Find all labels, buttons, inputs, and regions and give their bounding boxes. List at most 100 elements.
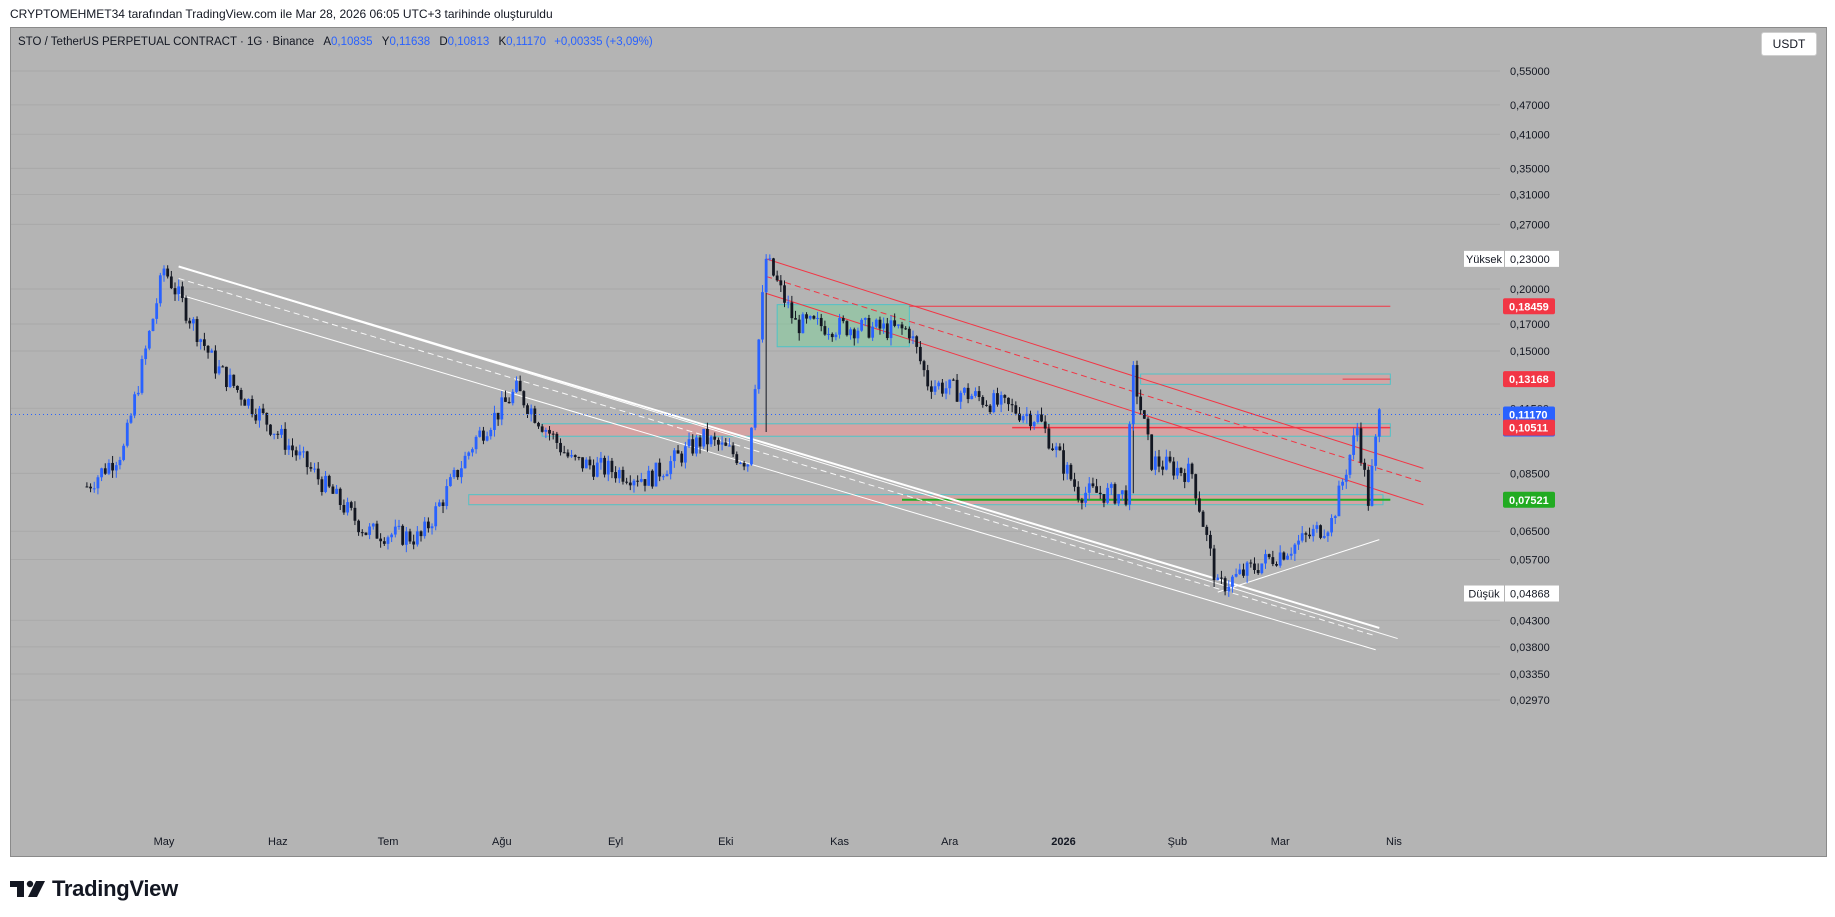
candle (929, 386, 933, 392)
candle (702, 428, 706, 447)
candle (1054, 446, 1058, 451)
candle (1344, 474, 1348, 482)
candle (489, 429, 493, 437)
candle (265, 412, 269, 425)
candle (819, 317, 823, 327)
candle (415, 531, 419, 545)
tradingview-logo[interactable]: TradingView (10, 876, 178, 902)
candle (621, 469, 625, 482)
candle (1366, 469, 1370, 506)
trend-line (178, 266, 1398, 640)
candle (496, 412, 500, 420)
candle (423, 521, 427, 537)
candle (291, 445, 294, 451)
candle (632, 480, 636, 486)
candle (158, 275, 162, 304)
candle (1201, 511, 1205, 527)
candle (970, 395, 974, 400)
candle (522, 391, 526, 406)
candle (180, 286, 184, 298)
resistance-zone (541, 423, 1391, 437)
trend-line (765, 258, 1424, 469)
candle (1058, 446, 1062, 451)
candle (529, 408, 533, 415)
symbol-name[interactable]: STO / TetherUS PERPETUAL CONTRACT · 1G ·… (18, 36, 315, 48)
candle (210, 350, 214, 353)
candle (125, 422, 129, 446)
candle (772, 258, 775, 276)
candle (1146, 418, 1150, 435)
candle (236, 385, 239, 390)
candle (650, 470, 654, 487)
candle (739, 462, 742, 464)
candle (1348, 454, 1352, 475)
candle (757, 339, 761, 390)
candle (390, 534, 394, 538)
candle (845, 321, 849, 336)
price-label-title: Yüksek (1466, 254, 1503, 266)
candle (1172, 461, 1176, 476)
candle (959, 392, 963, 402)
y-tick-label: 0,06500 (1510, 526, 1550, 538)
candle (526, 405, 529, 415)
y-tick-label: 0,35000 (1510, 163, 1550, 175)
candle (467, 452, 471, 456)
candle (1120, 490, 1124, 495)
grid-lines (11, 70, 1500, 701)
chart-pane[interactable] (10, 27, 1827, 857)
candle (1352, 435, 1356, 455)
candle (298, 451, 302, 456)
candle (1179, 467, 1183, 473)
candle (922, 361, 926, 371)
candle (368, 526, 372, 535)
candle (676, 450, 680, 454)
tradingview-wordmark: TradingView (52, 876, 178, 901)
open-label: A (323, 36, 331, 48)
candle (1153, 456, 1157, 470)
candle (937, 382, 941, 387)
candle (717, 439, 720, 445)
candle (309, 467, 313, 469)
candle (294, 450, 298, 456)
candle (797, 319, 801, 334)
candle (988, 405, 992, 413)
candle (1065, 464, 1069, 474)
candle (441, 502, 445, 506)
x-tick-label: Ağu (492, 836, 512, 848)
candle (617, 469, 621, 479)
candle (177, 286, 181, 295)
candle (504, 397, 507, 402)
candle (243, 399, 247, 406)
candle (1084, 492, 1087, 503)
candle (915, 336, 919, 347)
current-price-value: 0,11170 (1509, 410, 1548, 422)
candle (195, 319, 199, 342)
y-tick-label: 0,05700 (1510, 555, 1550, 567)
candle (680, 453, 684, 463)
candle (1113, 484, 1117, 504)
candle (1124, 490, 1128, 505)
y-axis: 0,55000 0,47000 0,41000 0,35000 0,31000 0,270… (1510, 66, 1550, 707)
candle (838, 318, 841, 335)
candle (882, 323, 886, 329)
candle (889, 320, 893, 339)
currency-button[interactable]: USDT (1761, 32, 1817, 56)
candle (1374, 436, 1378, 466)
candle (709, 436, 713, 445)
candle (1025, 413, 1029, 417)
candle (1209, 534, 1212, 549)
candle (812, 316, 816, 319)
candle (1131, 365, 1135, 425)
candle (500, 397, 504, 420)
candle (327, 475, 331, 487)
candle (147, 331, 151, 349)
candle (342, 504, 346, 513)
candle (625, 481, 629, 483)
price-label-title: Düşük (1468, 589, 1500, 601)
candle (1223, 578, 1227, 592)
candle (918, 346, 922, 362)
candle (1319, 525, 1322, 538)
candle (1227, 586, 1231, 592)
candle (992, 393, 996, 413)
